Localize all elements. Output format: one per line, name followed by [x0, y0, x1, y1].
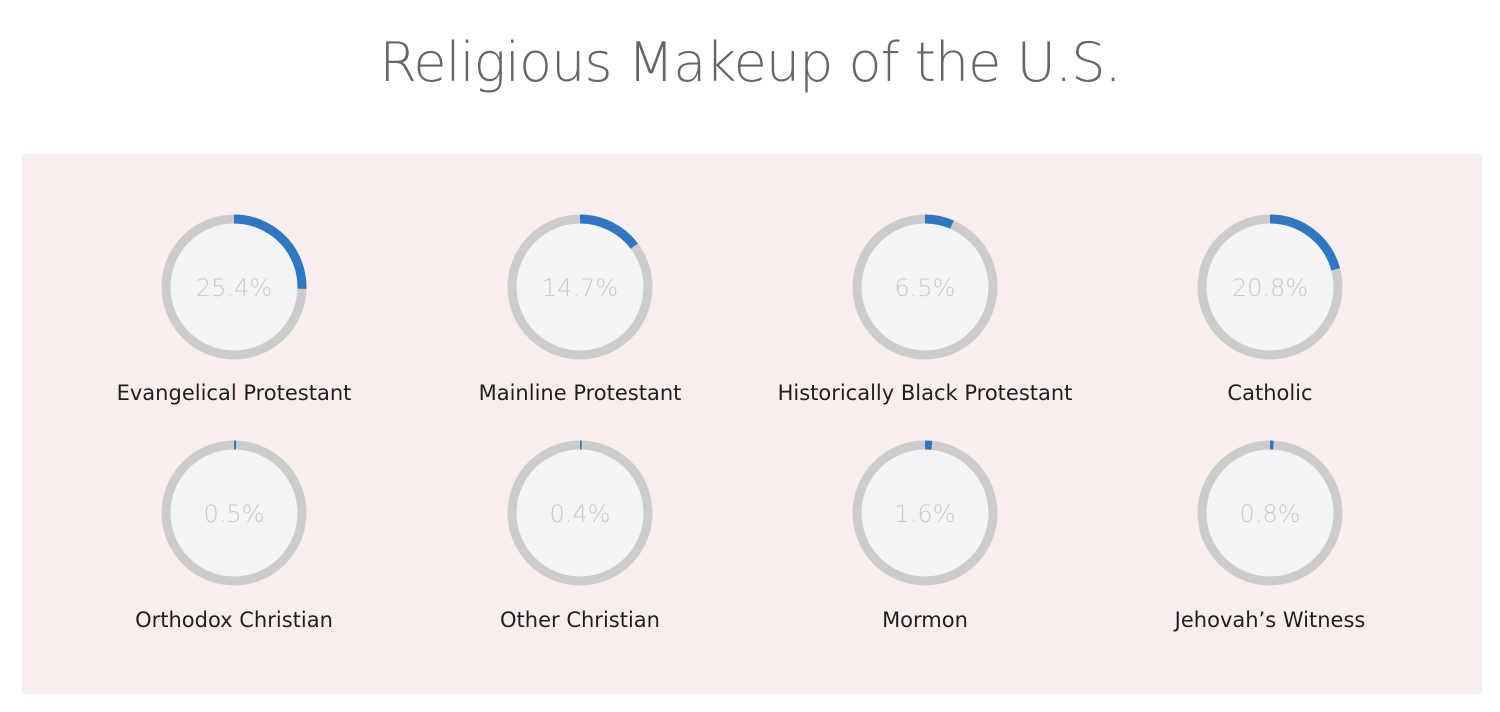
donut-arc: [852, 440, 998, 586]
chart-panel: 25.4% Evangelical Protestant 14.7% Mainline…: [22, 154, 1482, 694]
donut-category-label: Historically Black Protestant: [778, 381, 1073, 405]
donut-value-label: 25.4%: [196, 274, 272, 302]
donut-item: 0.4% Other Christian: [500, 440, 660, 632]
donut-value-label: 6.5%: [895, 274, 956, 302]
donut-arc: [161, 214, 307, 360]
donut-item: 20.8% Catholic: [1197, 214, 1343, 405]
donut-inner: [1206, 223, 1334, 351]
donut-arc: [161, 440, 307, 586]
donut-inner: [170, 223, 298, 351]
donut-inner: [170, 449, 298, 577]
donut-inner: [516, 223, 644, 351]
donut-inner: [861, 449, 989, 577]
donut-category-label: Mainline Protestant: [479, 381, 682, 405]
donut-category-label: Jehovah’s Witness: [1173, 608, 1366, 632]
donut-category-label: Mormon: [882, 608, 968, 632]
donut-item: 0.5% Orthodox Christian: [135, 440, 333, 632]
donut-item: 1.6% Mormon: [852, 440, 998, 632]
donut-inner: [516, 449, 644, 577]
donut-category-label: Evangelical Protestant: [117, 381, 352, 405]
donut-value-label: 14.7%: [542, 274, 618, 302]
donut-item: 14.7% Mainline Protestant: [479, 214, 682, 405]
donut-arc: [1197, 440, 1343, 586]
donut-arc: [507, 214, 653, 360]
donut-category-label: Orthodox Christian: [135, 608, 333, 632]
donut-arc: [852, 214, 998, 360]
donut-category-label: Catholic: [1227, 381, 1312, 405]
donut-inner: [861, 223, 989, 351]
donut-item: 6.5% Historically Black Protestant: [778, 214, 1073, 405]
donut-inner: [1206, 449, 1334, 577]
donut-value-label: 0.8%: [1240, 500, 1301, 528]
donut-arc: [507, 440, 653, 586]
donut-value-label: 0.5%: [204, 500, 265, 528]
donut-grid: 25.4% Evangelical Protestant 14.7% Mainline…: [117, 214, 1366, 632]
donut-arc: [1197, 214, 1343, 360]
donut-category-label: Other Christian: [500, 608, 660, 632]
page-title: Religious Makeup of the U.S.: [379, 31, 1121, 94]
donut-value-label: 20.8%: [1232, 274, 1308, 302]
donut-value-label: 1.6%: [895, 500, 956, 528]
donut-item: 0.8% Jehovah’s Witness: [1173, 440, 1366, 632]
donut-item: 25.4% Evangelical Protestant: [117, 214, 352, 405]
donut-value-label: 0.4%: [550, 500, 611, 528]
